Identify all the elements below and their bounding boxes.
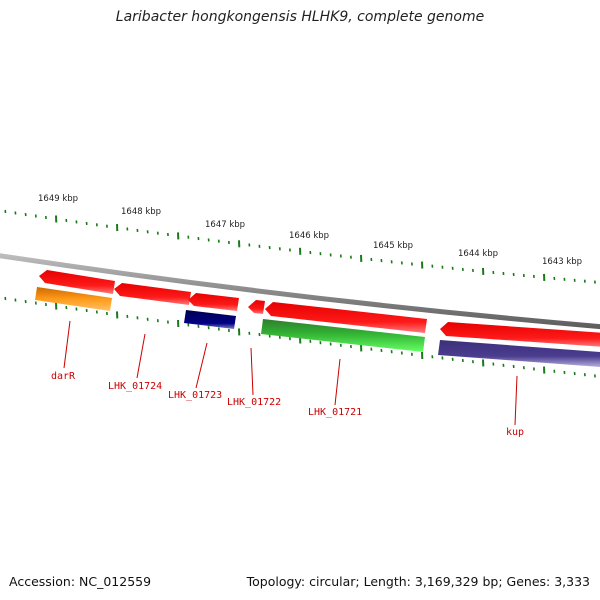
leader-line-LHK_01722 (250, 347, 254, 396)
genome-summary-text: Topology: circular; Length: 3,169,329 bp… (246, 574, 590, 589)
gene-arrow[interactable] (188, 293, 239, 311)
ruler-label: 1643 kbp (542, 257, 582, 267)
map-title: Laribacter hongkongensis HLHK9, complete… (115, 9, 485, 25)
gene-arrow[interactable] (265, 302, 427, 333)
gene-leader-lines (63, 320, 518, 426)
leader-line-kup (514, 375, 518, 426)
gene-row-lower (35, 287, 600, 367)
accession-text: Accession: NC_012559 (9, 574, 152, 589)
leader-line-LHK_01723 (195, 342, 208, 389)
gene-arrow[interactable] (114, 283, 191, 305)
gene-darR-bar[interactable] (35, 287, 112, 311)
ruler-label: 1644 kbp (458, 249, 498, 259)
ruler-ticks-bottom (4, 296, 596, 378)
leader-line-LHK_01724 (136, 333, 146, 379)
gene-label-LHK_01721[interactable]: LHK_01721 (308, 407, 362, 418)
ruler-label: 1649 kbp (38, 194, 78, 204)
gene-label-darR[interactable]: darR (51, 371, 76, 382)
gene-arrow[interactable] (248, 300, 265, 314)
gene-label-LHK_01722[interactable]: LHK_01722 (227, 397, 281, 408)
gene-label-LHK_01724[interactable]: LHK_01724 (108, 381, 162, 392)
ruler-ticks-top (4, 209, 596, 284)
gene-row-upper (39, 270, 600, 347)
gene-label-LHK_01723[interactable]: LHK_01723 (168, 390, 222, 401)
gene-arrow[interactable] (440, 322, 600, 347)
genome-backbone (0, 253, 600, 330)
gene-LHK_01721-bar[interactable] (261, 319, 425, 352)
gene-kup-bar[interactable] (438, 340, 600, 367)
ruler-label: 1646 kbp (289, 231, 329, 241)
gene-arrow[interactable] (39, 270, 115, 294)
gene-label-kup[interactable]: kup (506, 427, 524, 438)
ruler-label: 1645 kbp (373, 241, 413, 251)
leader-line-darR (63, 320, 71, 369)
ruler-label: 1648 kbp (121, 207, 161, 217)
gene-labels: darR LHK_01724 LHK_01723 LHK_01722 LHK_0… (51, 371, 524, 438)
leader-line-LHK_01721 (334, 358, 341, 406)
gene-LHK_01723-bar[interactable] (184, 310, 236, 329)
ruler-labels: 1649 kbp 1648 kbp 1647 kbp 1646 kbp 1645… (38, 194, 582, 267)
ruler-label: 1647 kbp (205, 220, 245, 230)
